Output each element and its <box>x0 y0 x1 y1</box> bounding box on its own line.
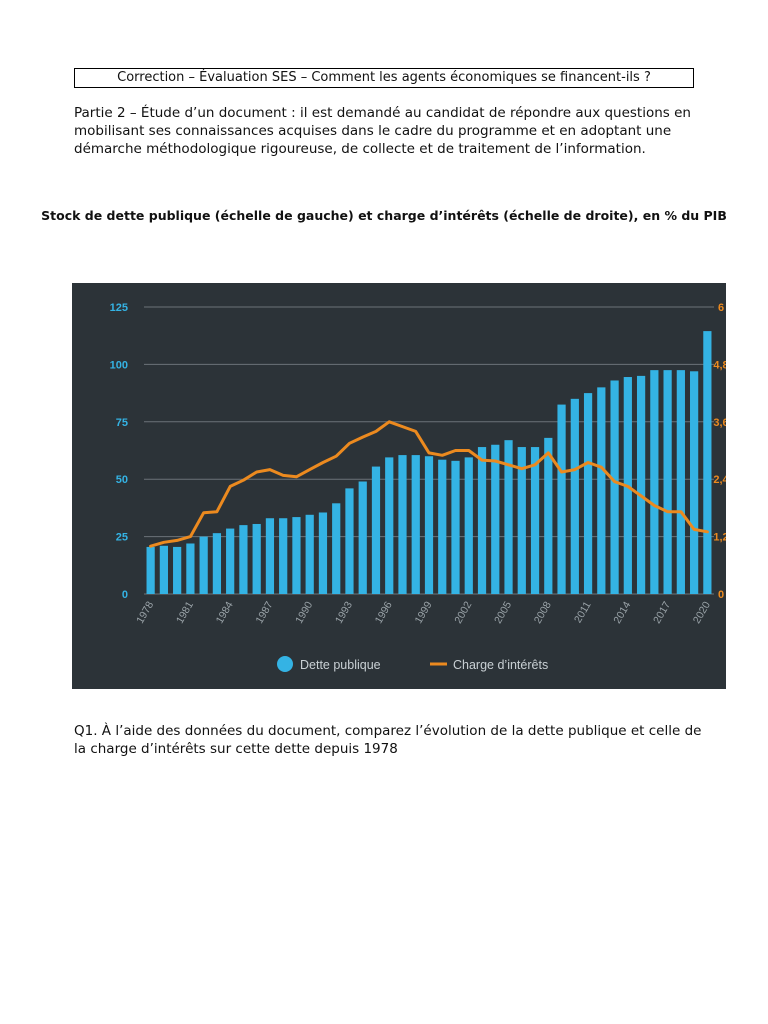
x-tick-label: 2002 <box>452 599 474 625</box>
y-right-tick-label: 0 <box>718 589 724 601</box>
bar-dette-publique <box>424 456 434 594</box>
x-tick-label: 1987 <box>253 599 275 625</box>
bar-dette-publique <box>212 533 222 594</box>
y-left-tick-label: 25 <box>116 532 128 544</box>
bar-dette-publique <box>636 375 646 594</box>
bar-dette-publique <box>464 457 473 594</box>
x-tick-label: 1978 <box>134 599 156 625</box>
x-tick-label: 2011 <box>572 599 594 625</box>
y-right-tick-label: 1,2 <box>713 532 726 544</box>
bar-dette-publique <box>345 488 354 594</box>
bar-dette-publique <box>318 512 328 594</box>
bar-dette-publique <box>477 447 487 594</box>
bar-dette-publique <box>332 503 341 594</box>
legend-charge-interets-label: Charge d’intérêts <box>453 658 548 672</box>
x-tick-label: 2017 <box>651 599 673 625</box>
bar-dette-publique <box>279 518 288 594</box>
bar-dette-publique <box>676 370 685 594</box>
bar-dette-publique <box>517 447 526 594</box>
bar-dette-publique <box>610 380 619 594</box>
bar-dette-publique <box>186 543 195 594</box>
intro-paragraph: Partie 2 – Étude d’un document : il est … <box>74 105 691 157</box>
bar-dette-publique <box>530 447 540 594</box>
bar-dette-publique <box>650 370 659 594</box>
bar-dette-publique <box>663 370 672 594</box>
bar-dette-publique <box>398 455 407 594</box>
chart-container: 0 0 25 1,2 50 2,4 75 3,6 100 4,8 125 6 1978 1981 1984 1… <box>72 283 726 689</box>
y-left-tick-label: 0 <box>122 589 128 601</box>
bar-dette-publique <box>438 459 447 594</box>
bar-dette-publique <box>504 440 513 594</box>
y-left-tick-label: 125 <box>110 302 128 314</box>
x-tick-label: 1984 <box>214 599 236 625</box>
x-tick-label: 2020 <box>691 599 713 625</box>
bar-dette-publique <box>557 404 566 594</box>
bar-dette-publique <box>544 437 553 594</box>
bar-dette-publique <box>292 517 301 594</box>
y-right-tick-label: 2,4 <box>713 474 726 486</box>
bar-dette-publique <box>252 523 261 594</box>
x-tick-label: 2014 <box>611 599 633 625</box>
bar-dette-publique <box>226 528 235 594</box>
bar-dette-publique <box>703 331 712 594</box>
bar-dette-publique <box>239 525 248 594</box>
y-left-tick-label: 50 <box>116 474 128 486</box>
x-tick-label: 1981 <box>174 599 196 625</box>
bar-dette-publique <box>451 460 460 594</box>
bar-dette-publique <box>305 514 314 594</box>
document-header: Correction – Évaluation SES – Comment le… <box>74 68 694 88</box>
y-right-tick-label: 6 <box>718 302 724 314</box>
bar-dette-publique <box>265 518 275 594</box>
bar-dette-publique <box>199 536 208 594</box>
y-left-tick-label: 100 <box>110 359 128 371</box>
x-tick-label: 1993 <box>333 599 355 625</box>
bar-dette-publique <box>491 444 500 594</box>
y-left-tick-label: 75 <box>116 417 128 429</box>
bar-dette-publique <box>371 466 381 594</box>
bar-dette-publique <box>385 457 394 594</box>
line-charge-interets <box>149 420 709 548</box>
chart-title: Stock de dette publique (échelle de gauc… <box>41 208 727 223</box>
legend-dette-publique-label: Dette publique <box>300 658 381 672</box>
y-right-tick-label: 3,6 <box>713 417 726 429</box>
y-right-tick-label: 4,8 <box>713 359 726 371</box>
bar-dette-publique <box>690 371 699 594</box>
bar-dette-publique <box>159 545 168 594</box>
question-1: Q1. À l’aide des données du document, co… <box>74 723 702 757</box>
bar-dette-publique <box>570 398 579 594</box>
legend-dette-publique-marker <box>277 656 293 672</box>
bar-dette-publique <box>583 393 593 594</box>
x-tick-label: 2005 <box>492 599 514 625</box>
x-tick-label: 1999 <box>413 599 435 625</box>
bar-dette-publique <box>146 546 155 594</box>
bar-dette-publique <box>411 455 420 594</box>
x-tick-label: 1990 <box>293 599 315 625</box>
x-tick-label: 1996 <box>373 599 395 625</box>
x-tick-label: 2008 <box>532 599 554 625</box>
bar-dette-publique <box>597 387 606 594</box>
bar-dette-publique <box>173 546 182 594</box>
chart-svg: 0 0 25 1,2 50 2,4 75 3,6 100 4,8 125 6 1978 1981 1984 1… <box>110 302 726 672</box>
bar-dette-publique <box>358 481 367 594</box>
